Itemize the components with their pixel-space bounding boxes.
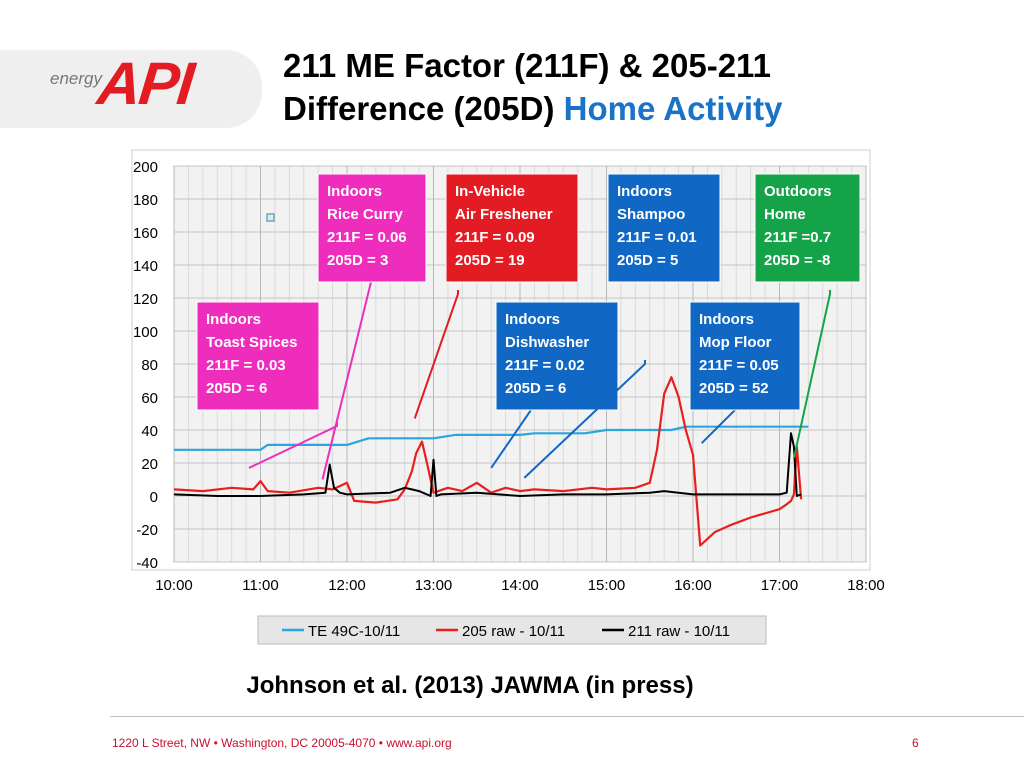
annotation-box [689,301,801,411]
y-tick-label: 120 [133,291,158,308]
annotation-text: Home [764,206,806,223]
y-tick-label: 140 [133,258,158,275]
annotation-text: 211F = 0.01 [617,229,697,246]
footer-divider [110,716,1024,717]
annotation-text: Shampoo [617,206,685,223]
y-tick-label: 40 [141,423,158,440]
title-accent: Home Activity [563,90,783,127]
title-line-2-main: Difference (205D) [283,90,555,127]
y-tick-label: 60 [141,390,158,407]
annotation-text: Indoors [327,183,382,200]
x-tick-label: 14:00 [501,577,539,594]
annotation-leader [523,360,646,479]
annotation-text: Mop Floor [699,334,772,351]
y-tick-label: -20 [136,522,158,539]
legend-label: 211 raw - 10/11 [628,623,730,640]
annotation-text: 205D = 5 [617,252,678,269]
x-tick-label: 13:00 [415,577,453,594]
annotation-text: 205D = -8 [764,252,830,269]
annotation-text: 205D = 3 [327,252,388,269]
logo-energy-text: energy [50,69,102,88]
legend-label: TE 49C-10/11 [308,623,400,640]
annotation-text: Outdoors [764,183,832,200]
annotation-text: 211F =0.7 [764,229,831,246]
series-line-1 [174,425,809,451]
x-tick-label: 16:00 [674,577,712,594]
page-number: 6 [912,736,919,750]
y-tick-label: 100 [133,324,158,341]
y-tick-label: 20 [141,456,158,473]
x-tick-label: 18:00 [847,577,885,594]
title-line-1: 211 ME Factor (211F) & 205-211 [283,47,771,84]
annotation-text: 211F = 0.05 [699,357,779,374]
annotation-leader [413,290,459,419]
y-tick-label: 160 [133,225,158,242]
annotation-text: 205D = 52 [699,380,769,397]
annotation-box [445,173,579,283]
annotation-text: Indoors [699,311,754,328]
legend-label: 205 raw - 10/11 [462,623,565,640]
y-tick-label: 80 [141,357,158,374]
legend-box [257,615,767,645]
annotation-text: Rice Curry [327,206,404,223]
annotation-text: 211F = 0.09 [455,229,535,246]
x-tick-label: 10:00 [155,577,193,594]
y-tick-label: -40 [136,555,158,572]
annotation-box [754,173,861,283]
series-line-2 [173,376,803,547]
annotation-text: Indoors [617,183,672,200]
annotation-leader [792,290,831,459]
annotation-text: 211F = 0.02 [505,357,585,374]
annotation-text: Air Freshener [455,206,553,223]
y-tick-label: 180 [133,192,158,209]
annotation-text: 211F = 0.06 [327,229,407,246]
series-line-3 [173,432,802,497]
marker-square [266,213,275,222]
annotation-box [607,173,721,283]
annotation-text: 205D = 19 [455,252,525,269]
footer-address: 1220 L Street, NW • Washington, DC 20005… [112,736,452,750]
annotation-text: 205D = 6 [505,380,566,397]
annotation-box [196,301,320,411]
x-tick-label: 12:00 [328,577,366,594]
slide-title: 211 ME Factor (211F) & 205-211 Differenc… [283,44,782,130]
y-tick-label: 0 [150,489,158,506]
x-tick-label: 11:00 [242,577,278,594]
y-tick-label: 200 [133,159,158,176]
annotation-text: Indoors [206,311,261,328]
title-line-2: Difference (205D) Home Activity [283,87,782,130]
logo-panel [0,50,262,128]
annotation-text: Dishwasher [505,334,589,351]
citation: Johnson et al. (2013) JAWMA (in press) [246,672,694,699]
annotation-text: 205D = 6 [206,380,267,397]
x-tick-label: 17:00 [761,577,799,594]
annotation-text: In-Vehicle [455,183,525,200]
annotation-box [317,173,427,283]
annotation-text: Indoors [505,311,560,328]
annotation-text: 211F = 0.03 [206,357,286,374]
annotation-text: Toast Spices [206,334,297,351]
annotation-box [495,301,619,411]
x-tick-label: 15:00 [588,577,626,594]
